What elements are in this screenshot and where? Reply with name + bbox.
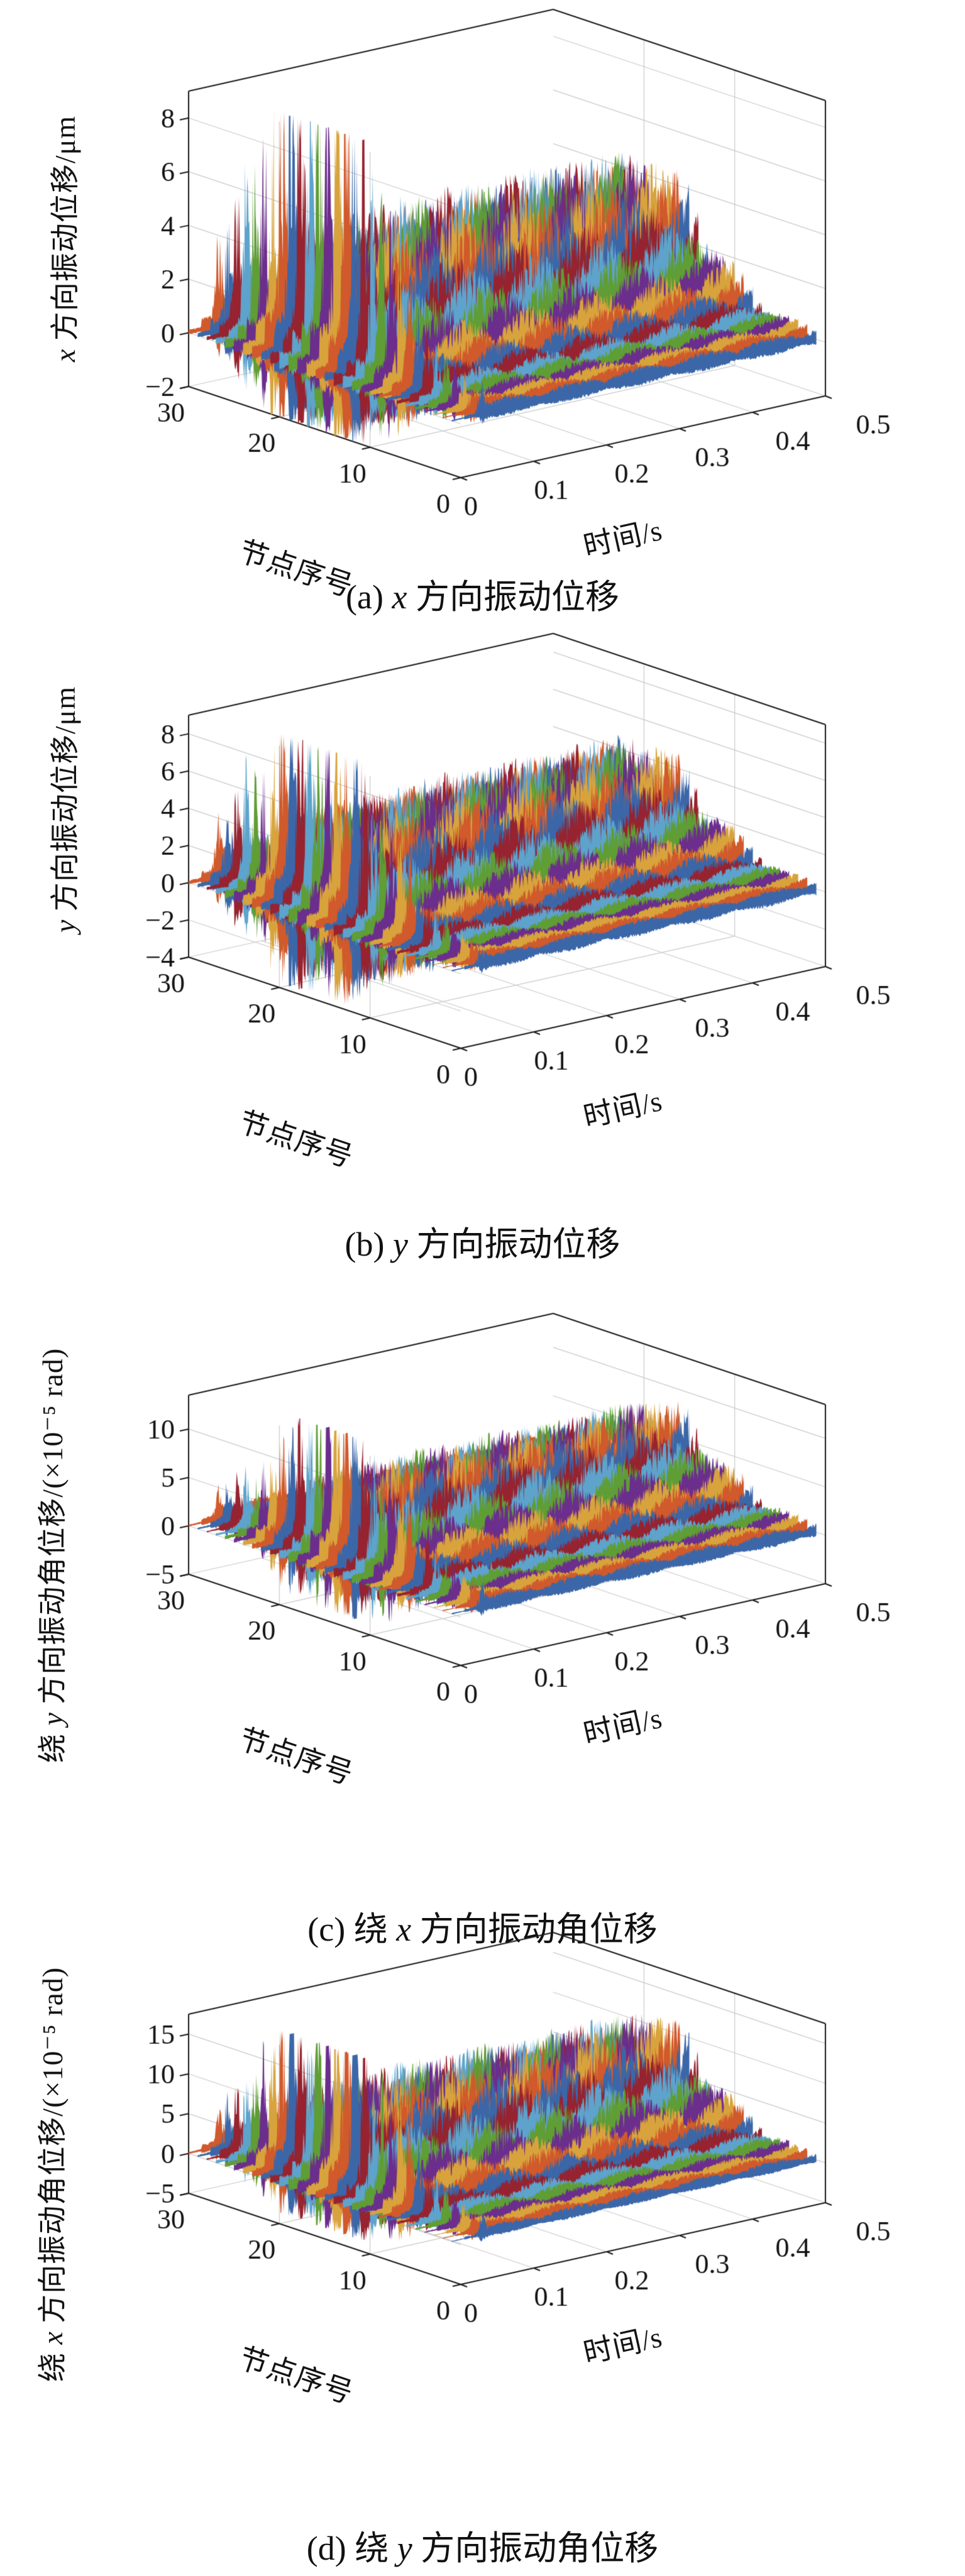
z-axis-label-a-var: x [49,348,81,363]
waterfall-canvas-a [0,0,965,644]
z-axis-label-a: x 方向振动位移/μm [42,116,84,362]
z-axis-label-d-post: 方向振动角位移/(×10⁻⁵ rad) [36,1966,69,2332]
z-axis-label-d: 绕 x 方向振动角位移/(×10⁻⁵ rad) [30,1967,71,2382]
z-axis-label-b-var: y [49,919,81,933]
z-axis-label-b: y 方向振动位移/μm [42,686,84,933]
caption-d-var: y [397,2529,412,2567]
caption-d-post: 方向振动角位移 [412,2529,659,2567]
caption-d-pre: (d) 绕 [306,2529,397,2567]
z-axis-label-d-pre: 绕 [36,2344,69,2382]
z-axis-label-c-var: y [36,1712,69,1726]
z-axis-label-c-post: 方向振动角位移/(×10⁻⁵ rad) [36,1347,69,1713]
waterfall-canvas-c [0,1188,965,1832]
z-axis-label-d-var: x [36,2331,69,2345]
z-axis-label-b-post: 方向振动位移/μm [49,686,81,919]
z-axis-label-c: 绕 y 方向振动角位移/(×10⁻⁵ rad) [30,1348,71,1763]
waterfall-canvas-d [0,1807,965,2451]
caption-d: (d) 绕 y 方向振动角位移 [0,2520,965,2570]
z-axis-label-c-pre: 绕 [36,1725,69,1763]
z-axis-label-a-post: 方向振动位移/μm [49,115,81,349]
waterfall-canvas-b [0,571,965,1215]
